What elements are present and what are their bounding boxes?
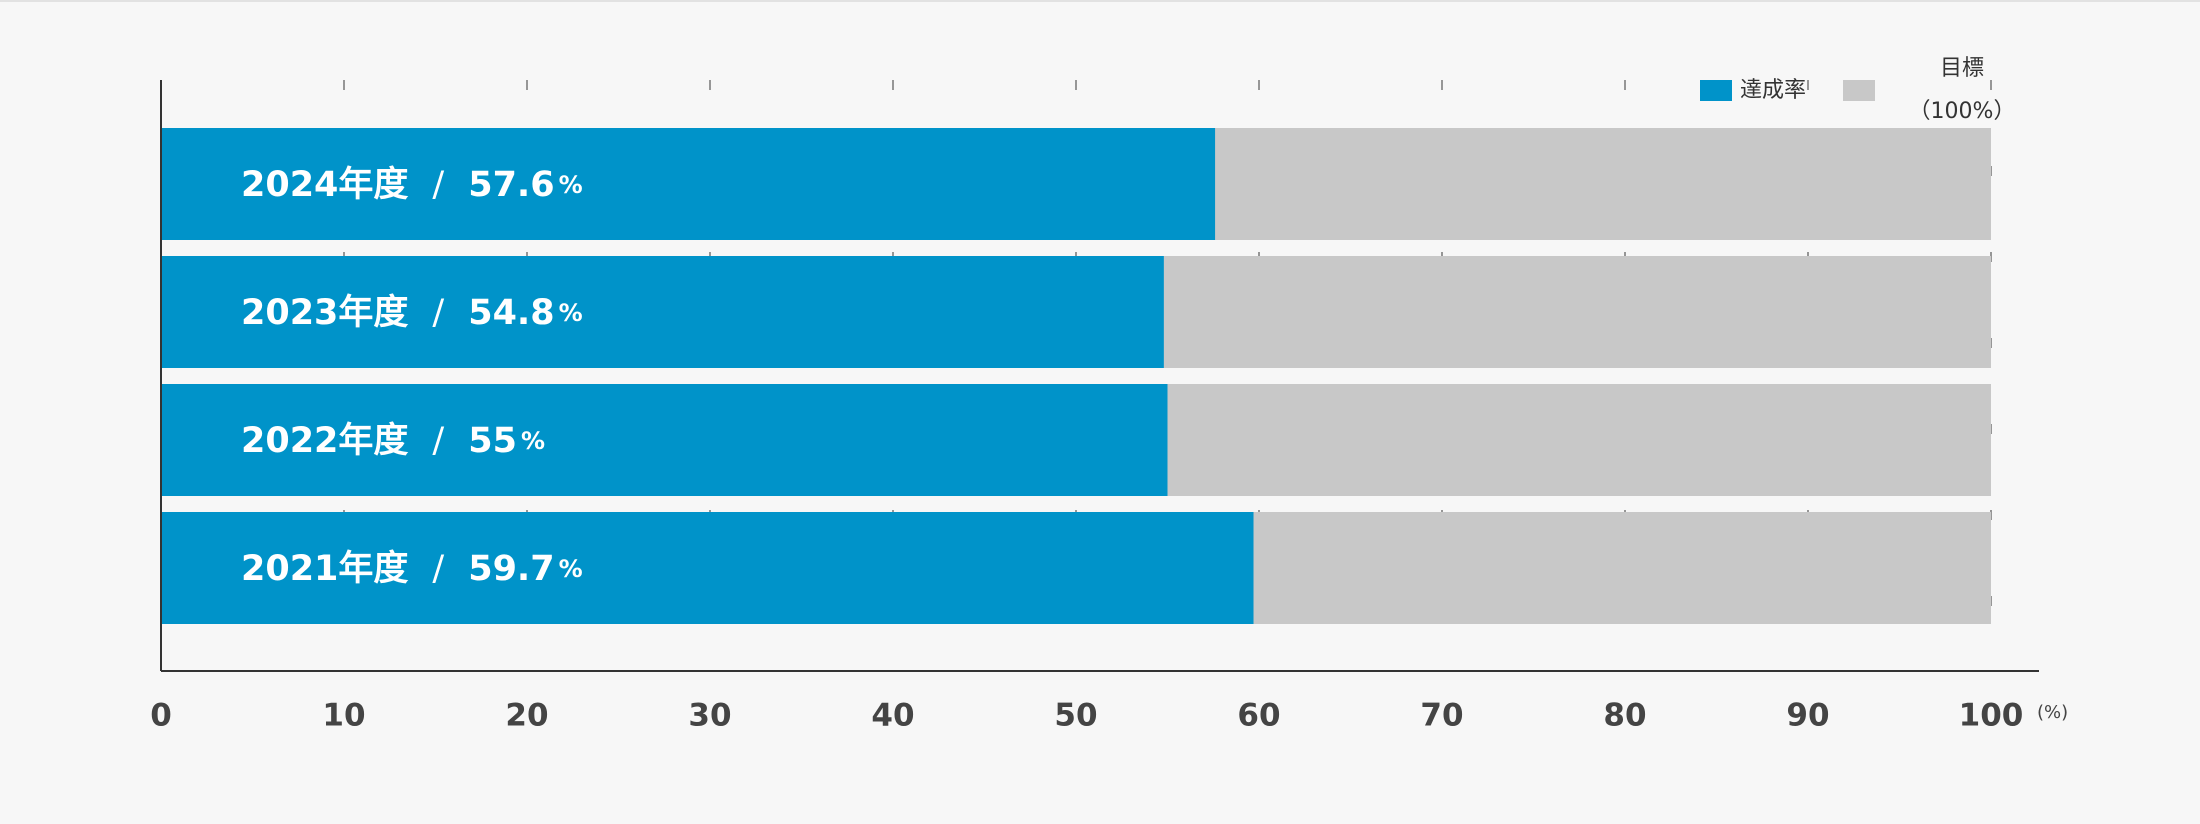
category-label: 2024年度 xyxy=(241,165,408,205)
x-tick-label: 30 xyxy=(688,698,731,734)
bar-label: 2022年度 / 55% xyxy=(241,421,545,461)
bar xyxy=(161,384,1168,496)
x-unit-label: (%) xyxy=(2037,702,2068,723)
bar xyxy=(161,256,1164,368)
value-unit: % xyxy=(559,555,583,583)
x-tick-label: 40 xyxy=(871,698,914,734)
value-unit: % xyxy=(521,427,545,455)
separator: / xyxy=(432,549,444,589)
legend-label: 目標 xyxy=(1940,56,1984,81)
bars xyxy=(161,128,1991,624)
bar xyxy=(161,128,1216,240)
value-unit: % xyxy=(559,299,583,327)
x-tick-label: 10 xyxy=(322,698,365,734)
x-tick-label: 100 xyxy=(1959,698,2024,734)
category-label: 2021年度 xyxy=(241,549,408,589)
bar-label: 2024年度 / 57.6% xyxy=(241,165,583,205)
category-label: 2023年度 xyxy=(241,293,408,333)
bar-label: 2023年度 / 54.8% xyxy=(241,293,583,333)
legend-swatch xyxy=(1843,80,1875,101)
value-label: 54.8 xyxy=(468,293,554,333)
legend-note: （100%） xyxy=(1909,99,2016,124)
x-tick-label: 20 xyxy=(505,698,548,734)
x-tick-label: 70 xyxy=(1420,698,1463,734)
bar xyxy=(161,512,1254,624)
category-label: 2022年度 xyxy=(241,421,408,461)
x-tick-label: 90 xyxy=(1786,698,1829,734)
x-tick-label: 0 xyxy=(150,698,172,734)
separator: / xyxy=(432,293,444,333)
separator: / xyxy=(432,165,444,205)
value-label: 59.7 xyxy=(468,549,554,589)
x-tick-label: 60 xyxy=(1237,698,1280,734)
x-tick-label: 50 xyxy=(1054,698,1097,734)
value-label: 55 xyxy=(468,421,517,461)
value-label: 57.6 xyxy=(468,165,554,205)
value-unit: % xyxy=(559,171,583,199)
separator: / xyxy=(432,421,444,461)
x-tick-label: 80 xyxy=(1603,698,1646,734)
bar-label: 2021年度 / 59.7% xyxy=(241,549,583,589)
legend-label: 達成率 xyxy=(1740,78,1806,103)
legend-swatch xyxy=(1700,80,1732,101)
